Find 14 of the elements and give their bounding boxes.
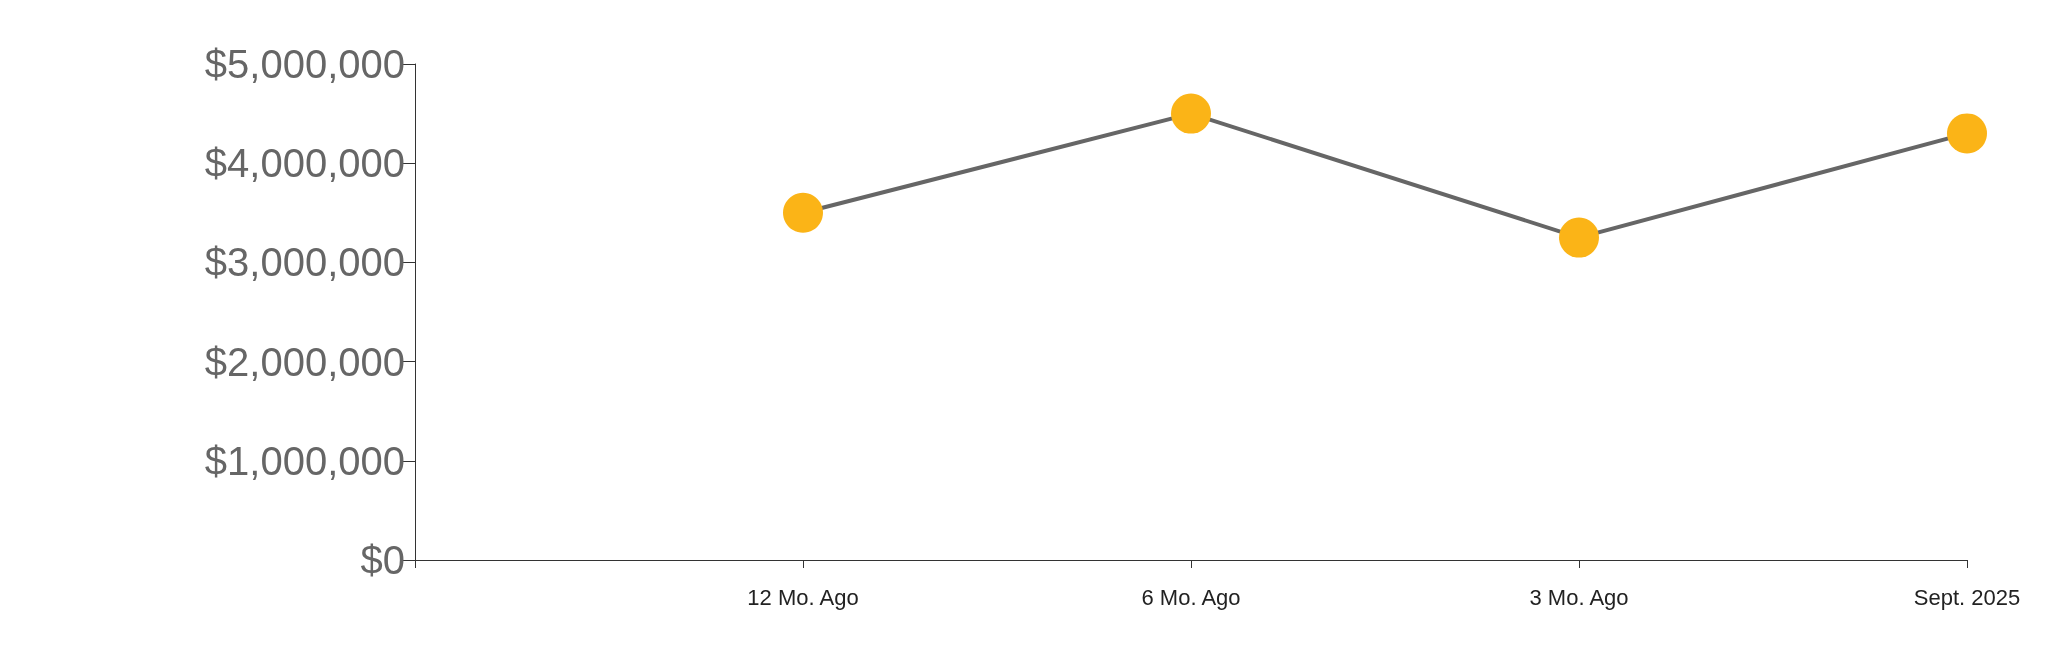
y-tick-label: $2,000,000	[204, 339, 405, 384]
x-tick-label: 3 Mo. Ago	[1529, 584, 1629, 610]
point	[783, 192, 823, 233]
point	[1559, 217, 1599, 258]
point	[1947, 113, 1987, 154]
y-tick-label: $1,000,000	[204, 438, 405, 483]
y-tick-label: $4,000,000	[204, 141, 405, 186]
x-tick-label: Sept. 2025	[1913, 584, 2021, 610]
point	[1171, 93, 1211, 134]
y-tick-label: $3,000,000	[204, 240, 405, 285]
x-tick-label: 12 Mo. Ago	[747, 584, 859, 610]
y-tick-label: $5,000,000	[204, 42, 405, 86]
y-tick-label: $0	[360, 538, 405, 582]
x-tick-label: 6 Mo. Ago	[1141, 584, 1241, 610]
